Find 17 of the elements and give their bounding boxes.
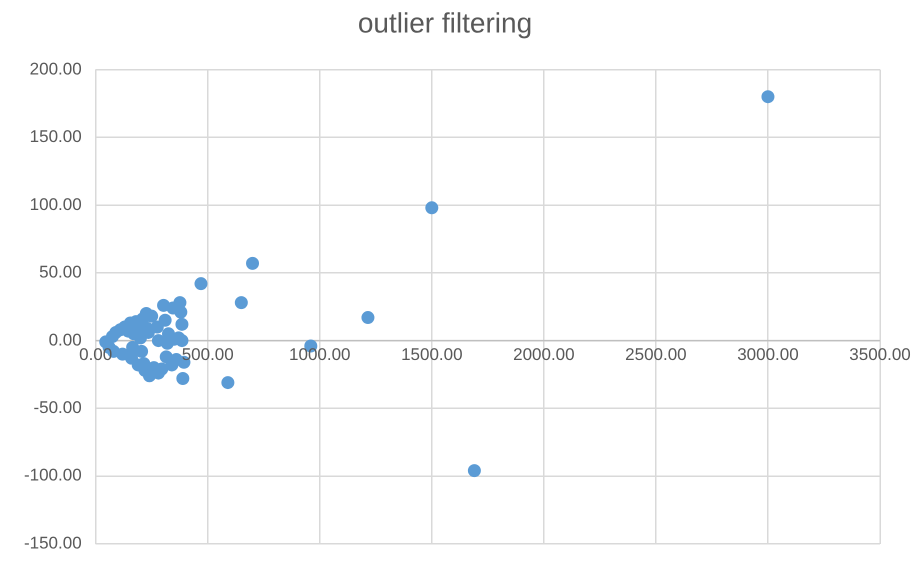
y-tick-label: -100.00 [24, 466, 82, 485]
x-tick-label: 1000.00 [289, 344, 350, 364]
chart-title: outlier filtering [358, 8, 532, 39]
x-tick-label: 500.00 [182, 344, 234, 364]
x-tick-label: 3000.00 [737, 344, 799, 364]
y-tick-label: 50.00 [39, 262, 82, 282]
x-tick-label: 0.00 [79, 344, 112, 364]
y-tick-label: 100.00 [30, 194, 82, 214]
y-tick-label: -150.00 [24, 533, 82, 552]
y-tick-label: -50.00 [33, 398, 82, 417]
y-tick-label: 0.00 [48, 330, 82, 350]
y-tick-label: 150.00 [30, 127, 82, 146]
x-tick-label: 2500.00 [625, 344, 687, 364]
x-tick-label: 2000.00 [513, 344, 575, 364]
y-tick-label: 200.00 [30, 59, 82, 78]
x-tick-label: 3500.00 [849, 344, 911, 364]
x-tick-label: 1500.00 [401, 344, 463, 364]
